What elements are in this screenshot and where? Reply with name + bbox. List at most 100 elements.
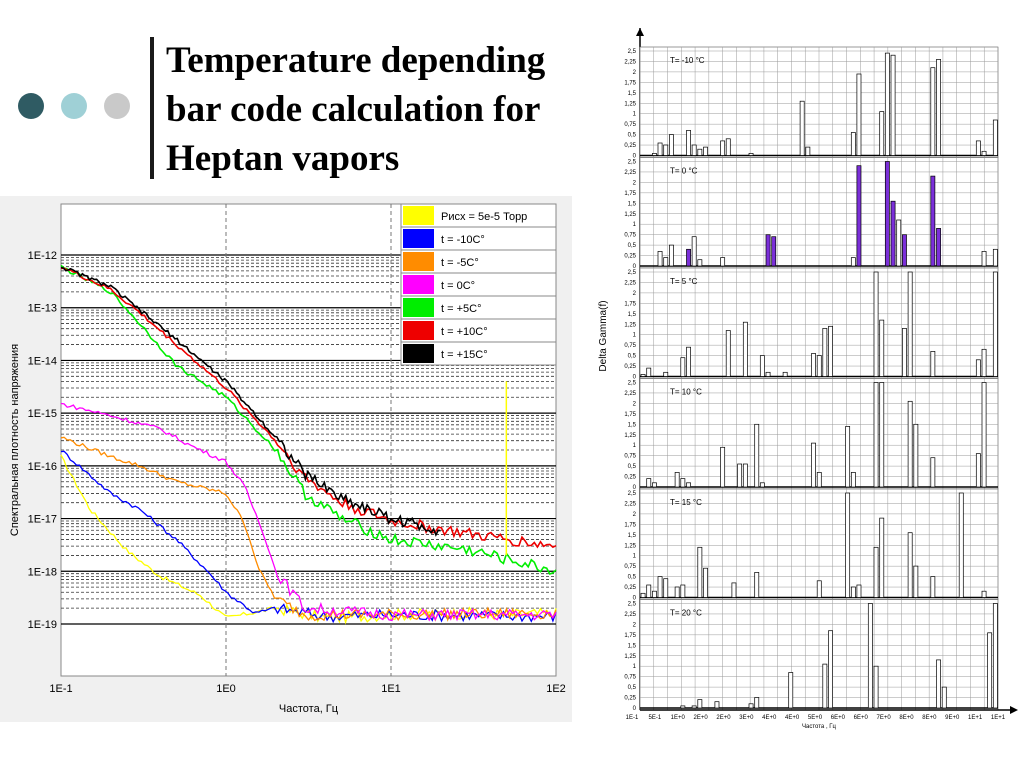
- legend-label: t = +15C°: [441, 349, 488, 361]
- bar-code-chart: 0 0,25 0,5 0,75 1 1,25 1,5 1,75 2 2,25 2,5 T= -10 °…: [598, 28, 1018, 730]
- bar: [879, 111, 885, 156]
- bar: [879, 517, 885, 598]
- bar: [652, 590, 657, 598]
- legend-swatch: [403, 344, 434, 363]
- panel-y-tick: 1: [633, 222, 637, 228]
- series-line: [60, 436, 557, 622]
- bar: [930, 351, 936, 377]
- bar: [742, 463, 748, 488]
- bar: [884, 161, 890, 267]
- bar: [731, 582, 737, 598]
- bar: [879, 319, 885, 377]
- legend-row: [400, 341, 557, 366]
- dot-dark-teal: [18, 93, 44, 119]
- panel-y-tick: 2: [633, 291, 637, 297]
- bar: [680, 478, 686, 488]
- legend-label: t = -10C°: [441, 234, 485, 246]
- legend-swatch: [403, 298, 434, 317]
- bar: [902, 234, 907, 267]
- dot-light-teal: [61, 93, 87, 119]
- panel-y-tick: 0,75: [624, 122, 636, 128]
- bar: [765, 234, 771, 267]
- bar: [782, 371, 788, 377]
- bar: [697, 699, 703, 709]
- panel-y-tick: 1: [633, 333, 637, 339]
- panel-y-tick: 0,5: [628, 575, 637, 581]
- x-tick-label: 5E-1: [649, 715, 662, 721]
- panel-y-tick: 0,25: [624, 254, 636, 260]
- bar: [856, 584, 862, 598]
- panel-y-tick: 0,75: [624, 343, 636, 349]
- bar: [646, 478, 652, 488]
- bar: [845, 426, 851, 488]
- x-tick-label: 1E+1: [968, 715, 983, 721]
- y-tick-label: 1E-16: [28, 461, 57, 473]
- x-tick-label: 1E0: [216, 683, 236, 695]
- panel-y-tick: 0,75: [624, 233, 636, 239]
- bar: [850, 257, 856, 267]
- panel-y-tick: 0,5: [628, 243, 637, 249]
- bar: [646, 584, 652, 598]
- bar: [805, 146, 811, 156]
- panel-y-tick: 0,75: [624, 675, 636, 681]
- bar: [902, 328, 907, 377]
- bar: [828, 630, 833, 709]
- bar: [663, 371, 669, 377]
- x-tick-label: 1E+0: [671, 715, 686, 721]
- panel-y-tick: 0: [633, 706, 637, 712]
- bar: [816, 472, 822, 488]
- bar: [686, 130, 691, 156]
- y-axis-label: Delta Gamma(f): [598, 300, 609, 371]
- bar: [691, 705, 697, 709]
- y-axis-arrow: [636, 28, 644, 36]
- panel-y-tick: 1,75: [624, 633, 636, 639]
- panel-label: T= 20 °C: [670, 609, 702, 618]
- bar: [748, 703, 754, 709]
- bar: [811, 442, 816, 488]
- panel-y-tick: 1,75: [624, 301, 636, 307]
- bar: [930, 576, 936, 598]
- panel-y-tick: 0,25: [624, 696, 636, 702]
- panel-y-tick: 2,5: [628, 49, 637, 55]
- y-tick-label: 1E-14: [28, 355, 57, 367]
- panel-y-tick: 1,25: [624, 433, 636, 439]
- y-tick-label: 1E-13: [28, 303, 57, 315]
- bar: [754, 423, 760, 488]
- bar: [720, 140, 726, 156]
- panel-y-tick: 0: [633, 596, 637, 602]
- panel-y-tick: 1,5: [628, 643, 637, 649]
- bar: [663, 578, 669, 598]
- bar: [981, 251, 987, 267]
- bar: [873, 546, 879, 598]
- bar: [907, 400, 913, 488]
- x-tick-label: 1E1: [381, 683, 401, 695]
- panel-y-tick: 1: [633, 664, 637, 670]
- bar: [680, 705, 686, 709]
- slide-title: Temperature depending bar code calculati…: [166, 36, 606, 183]
- panel-y-tick: 1: [633, 554, 637, 560]
- bar: [941, 686, 947, 709]
- bar: [890, 54, 896, 156]
- legend-swatch: [403, 321, 434, 340]
- panel-y-tick: 2: [633, 180, 637, 186]
- panel-y-tick: 2: [633, 512, 637, 518]
- bar: [697, 546, 703, 598]
- bar: [822, 328, 828, 377]
- bar: [652, 482, 657, 488]
- title-line-3: Heptan vapors: [166, 138, 400, 179]
- bar: [691, 236, 697, 267]
- panel-y-tick: 0,5: [628, 133, 637, 139]
- bar: [788, 672, 794, 709]
- panel-y-tick: 1: [633, 443, 637, 449]
- x-tick-label: 9E+0: [945, 715, 960, 721]
- bar: [816, 580, 822, 598]
- panel-y-tick: 2: [633, 401, 637, 407]
- bar: [663, 144, 669, 156]
- bar: [742, 321, 748, 377]
- legend-label: t = -5C°: [441, 257, 479, 269]
- x-tick-label: 7E+0: [877, 715, 892, 721]
- bar: [845, 492, 851, 598]
- decorative-dots: [18, 93, 130, 119]
- x-tick-label: 6E+0: [831, 715, 846, 721]
- bar: [896, 219, 902, 267]
